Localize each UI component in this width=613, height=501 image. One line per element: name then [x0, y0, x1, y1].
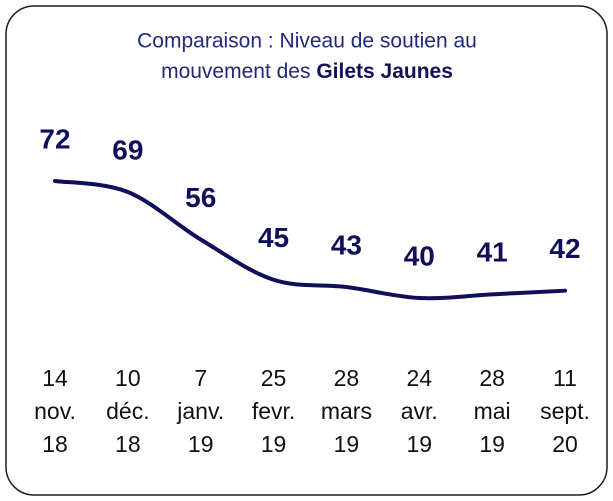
x-tick-label: mars	[321, 398, 372, 424]
x-tick-label: 28	[334, 365, 360, 391]
data-label: 69	[112, 134, 143, 165]
x-tick-label: 19	[406, 431, 432, 457]
x-tick-label: 14	[42, 365, 68, 391]
x-tick-label: mai	[474, 398, 511, 424]
x-tick-label: 18	[115, 431, 141, 457]
x-tick-label: 19	[334, 431, 360, 457]
chart-title-line: mouvement des	[161, 60, 310, 83]
data-label: 43	[331, 229, 362, 260]
x-tick-label: 20	[552, 431, 578, 457]
x-tick-label: 11	[553, 365, 577, 391]
data-label: 56	[185, 182, 216, 213]
x-tick-label: 19	[188, 431, 214, 457]
x-tick-label: déc.	[106, 398, 149, 424]
frame	[5, 5, 608, 496]
chart-title: Comparaison : Niveau de soutien au	[137, 30, 477, 53]
x-tick-label: 24	[406, 365, 432, 391]
line	[53, 179, 567, 301]
data-label: 45	[258, 222, 289, 253]
chart-title: mouvement des Gilets Jaunes	[161, 60, 453, 83]
data-label: 72	[39, 123, 70, 154]
x-tick-label: sept.	[540, 398, 590, 424]
x-tick-label: 18	[42, 431, 68, 457]
x-tick-label: 19	[479, 431, 505, 457]
chart-title-emphasis: Gilets Jaunes	[316, 60, 453, 83]
x-tick-label: 25	[261, 365, 287, 391]
data-label: 42	[549, 233, 580, 264]
data-label: 40	[404, 240, 435, 271]
x-tick-label: janv.	[176, 398, 224, 424]
x-tick-label: nov.	[34, 398, 76, 424]
x-tick-label: fevr.	[252, 398, 295, 424]
data-label: 41	[477, 237, 508, 268]
x-tick-label: 10	[115, 365, 141, 391]
x-tick-label: avr.	[401, 398, 438, 424]
x-tick-label: 7	[194, 365, 207, 391]
x-tick-label: 28	[479, 365, 505, 391]
x-tick-label: 19	[261, 431, 287, 457]
